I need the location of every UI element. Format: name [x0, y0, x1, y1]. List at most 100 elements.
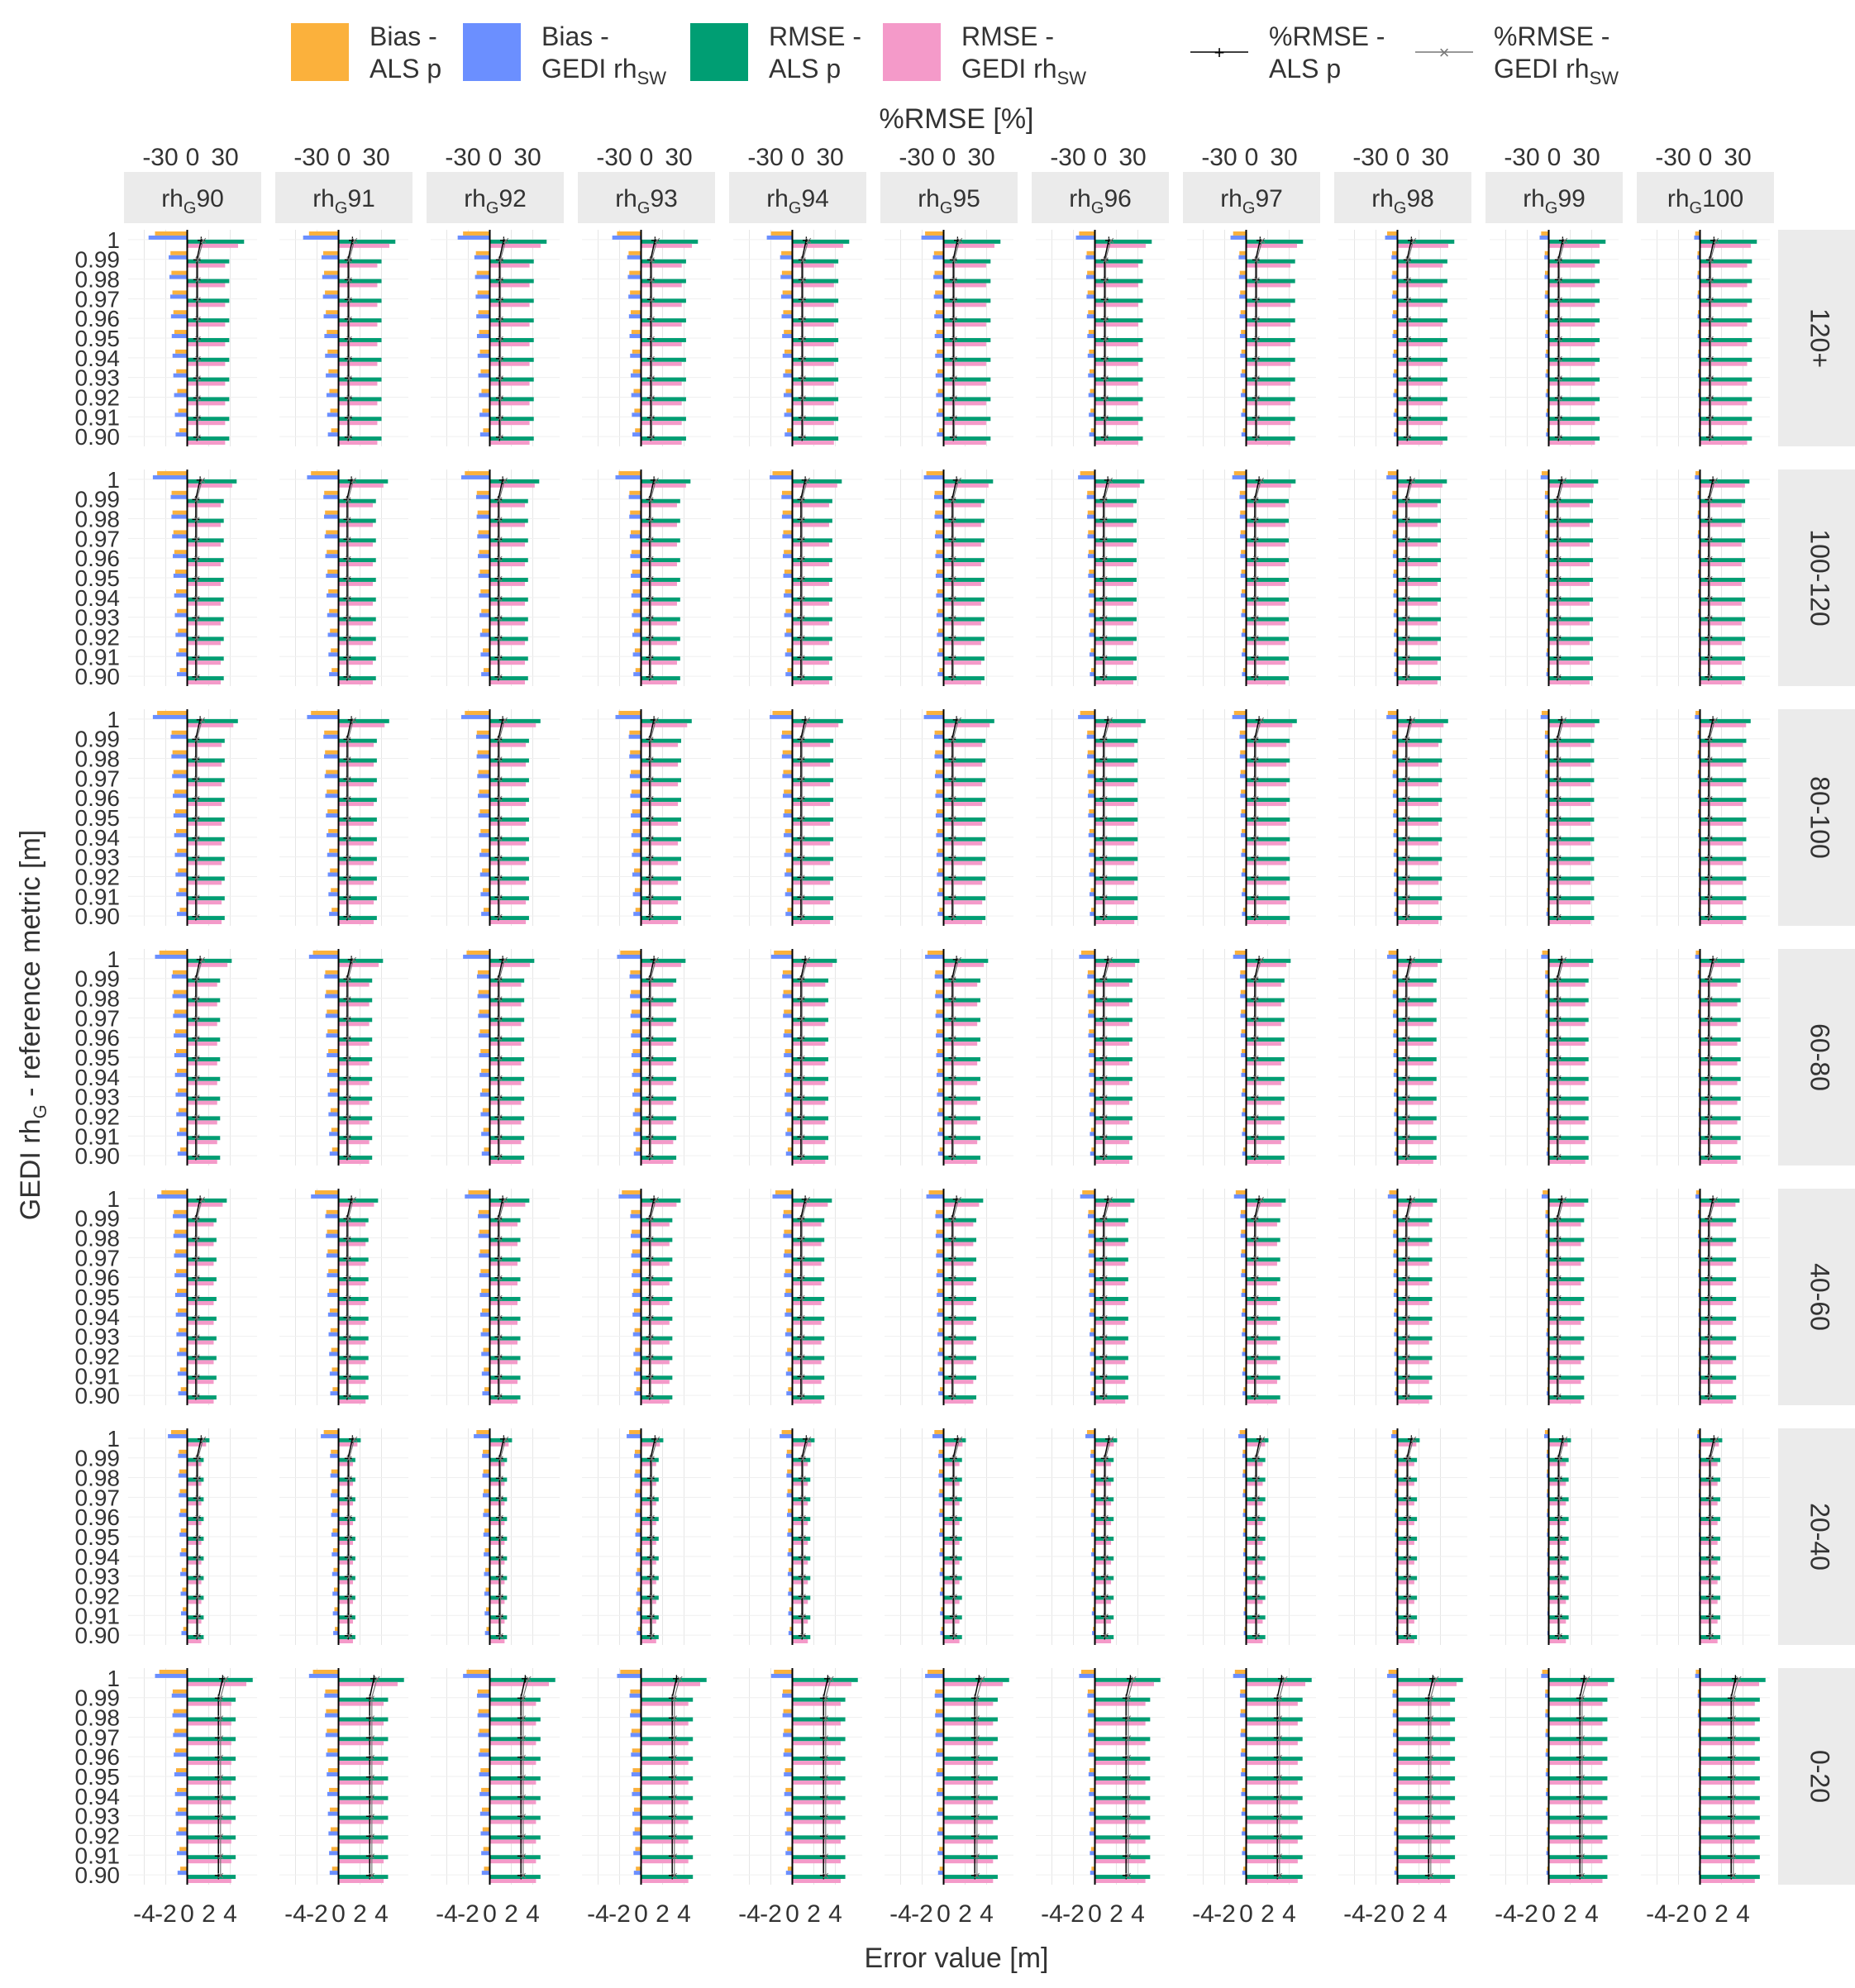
- bar-bias-gedi: [937, 672, 943, 676]
- bar-bias-als: [783, 970, 793, 975]
- prmse-gedi-point: ×: [193, 870, 201, 884]
- bar-rmse-als: [944, 479, 994, 484]
- bar-bias-als: [325, 290, 338, 294]
- bar-bias-gedi: [309, 955, 339, 959]
- bar-bias-gedi: [174, 393, 188, 398]
- bar-bias-als: [783, 310, 792, 314]
- bar-bias-gedi: [477, 774, 489, 778]
- panel-r2-c8: +++++++++++×××××××××××: [1338, 709, 1467, 926]
- bar-bias-als: [463, 231, 489, 236]
- bar-bias-gedi: [937, 1073, 944, 1077]
- bar-bias-gedi: [786, 1391, 792, 1395]
- prmse-gedi-point: ×: [1555, 772, 1562, 786]
- bar-bias-gedi: [172, 534, 187, 538]
- bar-bias-als: [774, 951, 792, 955]
- bar-bias-gedi: [1089, 1053, 1095, 1057]
- legend-key-1: [463, 23, 521, 81]
- bar-rmse-als: [1549, 240, 1606, 244]
- bar-bias-gedi: [328, 432, 339, 436]
- panel-r0-c1: +++++++++++×××××××××××: [279, 230, 408, 446]
- col-strip-sub: G: [1091, 199, 1104, 217]
- bar-bias-gedi: [1085, 255, 1094, 260]
- bar-bias-gedi: [478, 994, 490, 999]
- legend-key-marker-5: ×: [1439, 42, 1450, 63]
- prmse-gedi-point: ×: [950, 572, 957, 586]
- bar-rmse-gedi: [1549, 244, 1600, 248]
- prmse-gedi-point: ×: [1101, 1150, 1109, 1164]
- prmse-gedi-point: ×: [496, 1071, 503, 1085]
- bar-bias-als: [784, 550, 792, 554]
- bar-bias-als: [1080, 471, 1095, 475]
- bar-bias-gedi: [783, 1013, 792, 1018]
- prmse-gedi-point: ×: [1556, 431, 1563, 445]
- prmse-gedi-point: ×: [1101, 832, 1109, 846]
- bar-rmse-gedi: [339, 723, 385, 727]
- bar-bias-gedi: [630, 1214, 641, 1218]
- prmse-gedi-point: ×: [1252, 1370, 1260, 1384]
- prmse-gedi-point: ×: [345, 612, 352, 626]
- bar-bias-gedi: [633, 1352, 641, 1356]
- bar-bias-gedi: [632, 633, 641, 637]
- prmse-gedi-point: ×: [1101, 670, 1109, 684]
- bar-bias-als: [1240, 970, 1246, 975]
- bar-bias-gedi: [937, 633, 943, 637]
- bar-bias-gedi: [311, 1194, 338, 1199]
- prmse-gedi-point: ×: [1555, 753, 1562, 767]
- prmse-gedi-point: ×: [1555, 513, 1562, 527]
- bar-bias-als: [784, 570, 793, 574]
- legend-label-1: Bias -: [541, 21, 609, 51]
- bar-bias-als: [176, 1269, 187, 1273]
- bar-bias-gedi: [325, 774, 339, 778]
- bar-bias-als: [479, 770, 490, 774]
- prmse-gedi-point: ×: [1706, 973, 1714, 987]
- prmse-gedi-point: ×: [496, 1331, 503, 1345]
- bar-bias-gedi: [935, 975, 944, 979]
- bar-bias-gedi: [479, 1273, 490, 1277]
- bar-bias-gedi: [171, 495, 188, 499]
- bar-bias-gedi: [303, 236, 339, 240]
- bar-bias-gedi: [322, 275, 339, 279]
- prmse-gedi-point: ×: [1259, 234, 1266, 248]
- prmse-gedi-point: ×: [799, 312, 807, 327]
- bar-bias-als: [311, 471, 338, 475]
- bar-bias-als: [618, 711, 641, 715]
- prmse-gedi-point: ×: [1560, 474, 1567, 488]
- prmse-gedi-point: ×: [1706, 753, 1714, 767]
- bar-bias-als: [331, 1348, 339, 1352]
- prmse-gedi-point: ×: [497, 352, 504, 366]
- bar-bias-gedi: [618, 1194, 641, 1199]
- prmse-gedi-point: ×: [345, 973, 352, 987]
- prmse-gedi-point: ×: [1101, 1311, 1109, 1325]
- prmse-gedi-point: ×: [1101, 552, 1109, 566]
- bar-bias-gedi: [1089, 1293, 1094, 1297]
- bar-rmse-gedi: [490, 723, 536, 727]
- bar-bias-als: [927, 711, 944, 715]
- bar-bias-gedi: [479, 833, 489, 837]
- prmse-gedi-point: ×: [799, 870, 806, 884]
- bar-bias-als: [327, 350, 338, 354]
- bar-bias-als: [1087, 491, 1094, 495]
- top-tick-label: 0: [1396, 144, 1410, 171]
- bar-bias-als: [483, 648, 489, 652]
- panel-r1-c6: +++++++++++×××××××××××: [1036, 470, 1165, 686]
- bar-bias-als: [1088, 751, 1095, 755]
- bar-bias-gedi: [482, 1371, 490, 1375]
- bar-bias-als: [479, 550, 490, 554]
- panel-r3-c6: +++++++++++×××××××××××: [1036, 949, 1165, 1166]
- bar-bias-als: [179, 1470, 188, 1474]
- bar-rmse-gedi: [1398, 963, 1438, 967]
- prmse-gedi-point: ×: [345, 1251, 352, 1266]
- bar-bias-gedi: [1240, 755, 1247, 759]
- prmse-gedi-point: ×: [496, 1251, 503, 1266]
- prmse-gedi-point: ×: [955, 953, 962, 967]
- prmse-gedi-point: ×: [799, 670, 806, 684]
- bar-bias-als: [482, 629, 489, 633]
- prmse-gedi-point: ×: [951, 411, 958, 425]
- bar-bias-gedi: [174, 374, 188, 378]
- prmse-gedi-point: ×: [1555, 1350, 1562, 1364]
- prmse-gedi-point: ×: [799, 832, 806, 846]
- bar-bias-als: [785, 829, 793, 833]
